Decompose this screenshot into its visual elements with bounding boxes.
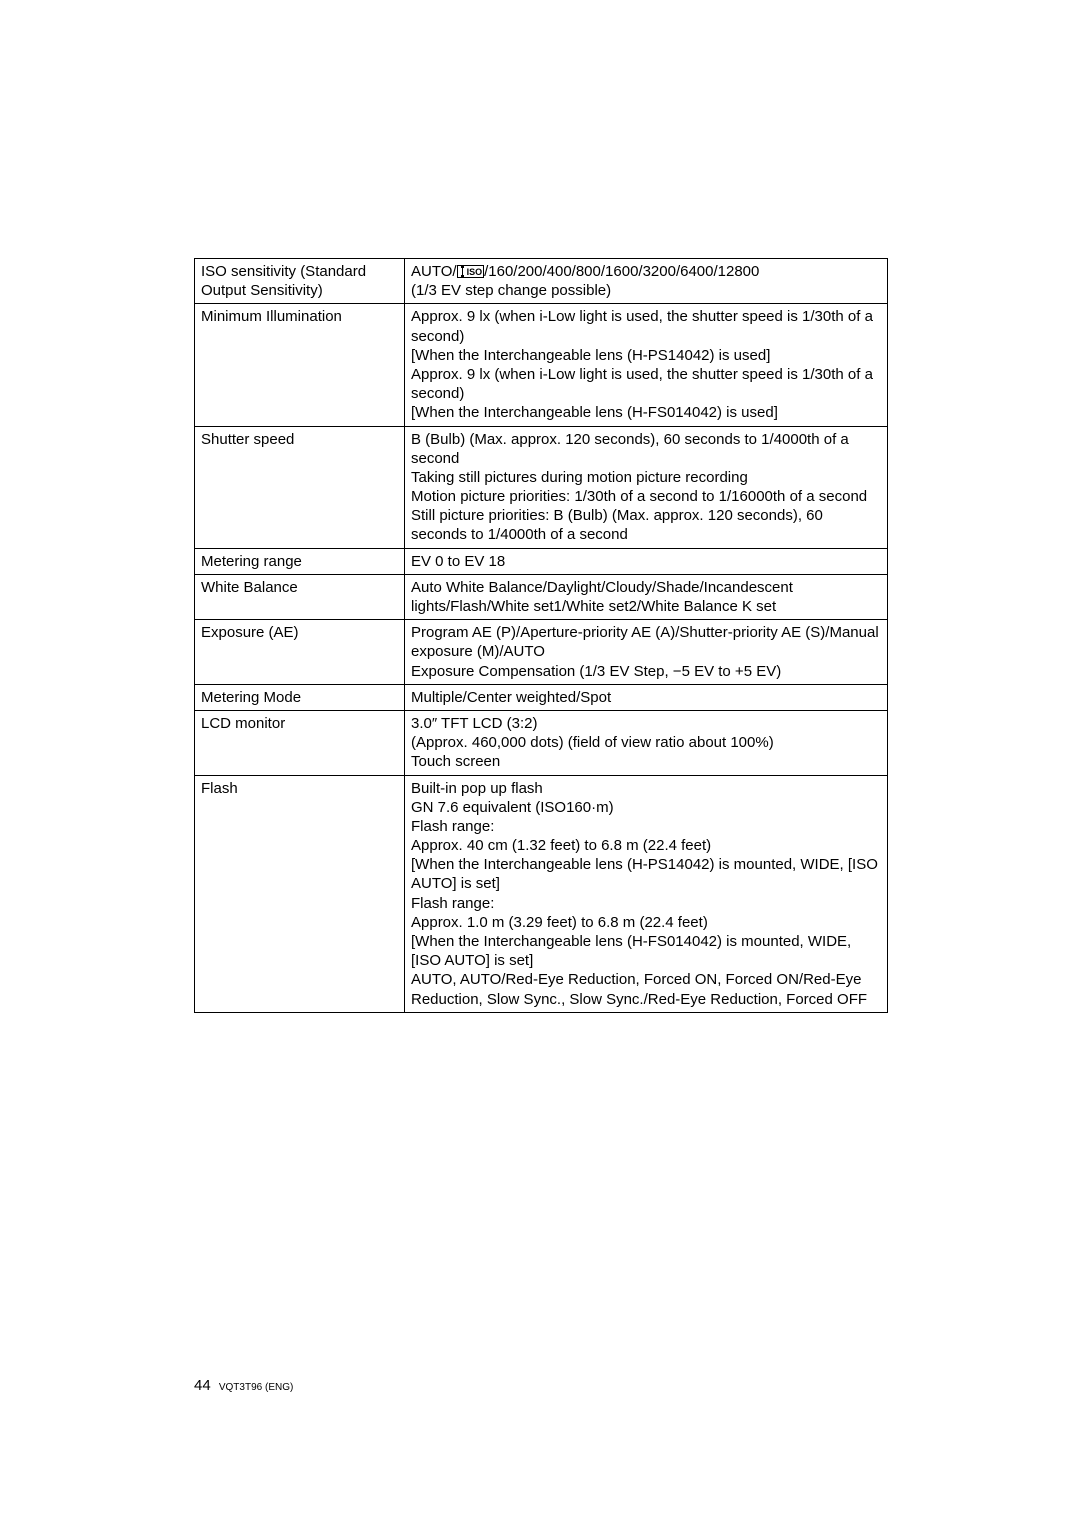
spec-value: Approx. 9 lx (when i-Low light is used, … [405, 304, 888, 426]
spec-table-container: ISO sensitivity (Standard Output Sensiti… [194, 258, 887, 1013]
spec-label: Metering range [195, 548, 405, 574]
table-row: Shutter speedB (Bulb) (Max. approx. 120 … [195, 426, 888, 548]
spec-label: Shutter speed [195, 426, 405, 548]
page-number: 44 [194, 1377, 211, 1394]
spec-value: Multiple/Center weighted/Spot [405, 684, 888, 710]
page-footer: 44 VQT3T96 (ENG) [194, 1377, 293, 1394]
spec-value: AUTO/ISO/160/200/400/800/1600/3200/6400/… [405, 259, 888, 304]
spec-label: White Balance [195, 574, 405, 619]
spec-value: 3.0″ TFT LCD (3:2)(Approx. 460,000 dots)… [405, 710, 888, 775]
spec-value: Auto White Balance/Daylight/Cloudy/Shade… [405, 574, 888, 619]
spec-label: ISO sensitivity (Standard Output Sensiti… [195, 259, 405, 304]
table-row: Metering rangeEV 0 to EV 18 [195, 548, 888, 574]
table-row: Metering ModeMultiple/Center weighted/Sp… [195, 684, 888, 710]
table-row: White BalanceAuto White Balance/Daylight… [195, 574, 888, 619]
spec-label: Minimum Illumination [195, 304, 405, 426]
spec-label: LCD monitor [195, 710, 405, 775]
table-row: FlashBuilt-in pop up flashGN 7.6 equival… [195, 775, 888, 1012]
table-row: Exposure (AE)Program AE (P)/Aperture-pri… [195, 620, 888, 685]
spec-label: Metering Mode [195, 684, 405, 710]
table-row: Minimum IlluminationApprox. 9 lx (when i… [195, 304, 888, 426]
spec-value: B (Bulb) (Max. approx. 120 seconds), 60 … [405, 426, 888, 548]
spec-label: Exposure (AE) [195, 620, 405, 685]
intelligent-iso-icon: ISO [457, 265, 485, 278]
spec-value: Built-in pop up flashGN 7.6 equivalent (… [405, 775, 888, 1012]
spec-label: Flash [195, 775, 405, 1012]
spec-value: Program AE (P)/Aperture-priority AE (A)/… [405, 620, 888, 685]
spec-value: EV 0 to EV 18 [405, 548, 888, 574]
table-row: LCD monitor3.0″ TFT LCD (3:2)(Approx. 46… [195, 710, 888, 775]
table-row: ISO sensitivity (Standard Output Sensiti… [195, 259, 888, 304]
spec-table: ISO sensitivity (Standard Output Sensiti… [194, 258, 888, 1013]
doc-code: VQT3T96 (ENG) [219, 1382, 293, 1393]
